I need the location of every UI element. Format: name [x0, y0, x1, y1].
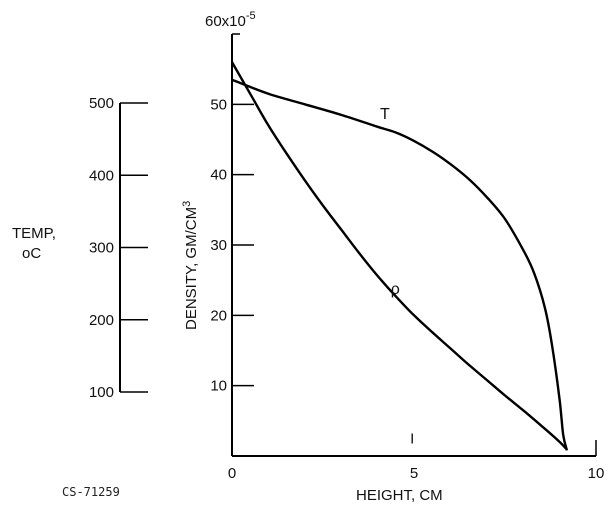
series-line-density: [230, 61, 568, 451]
series-label-density: ρ: [391, 281, 400, 298]
temperature-tick-label: 200: [89, 312, 114, 329]
density-axis-title-superscript: 3: [181, 201, 193, 207]
y-tick-label: 10: [210, 378, 227, 395]
main-axes: 10 20 30 40 50 0 5 10: [210, 33, 605, 482]
density-axis-top-base: 60x10: [205, 13, 246, 30]
temperature-axis-title-line1: TEMP,: [12, 225, 56, 242]
x-tick-label: 5: [410, 465, 418, 482]
density-axis-top-label: 60x10-5: [205, 10, 256, 30]
temperature-tick-label: 400: [89, 167, 114, 184]
density-axis-title: DENSITY, GM/CM3: [181, 201, 200, 330]
y-tick-label: 30: [210, 237, 227, 254]
series-line-temperature: [231, 78, 569, 451]
figure-id: CS-71259: [62, 485, 120, 499]
x-axis-title: HEIGHT, CM: [356, 487, 443, 504]
y-tick-label: 20: [210, 307, 227, 324]
annotation-mark: I: [410, 430, 414, 447]
temperature-tick-label: 300: [89, 240, 114, 257]
y-tick-label: 50: [210, 96, 227, 113]
temperature-tick-label: 500: [89, 95, 114, 112]
curves: Tρ I: [230, 61, 569, 451]
temperature-axis-title-line2: oC: [22, 245, 41, 262]
density-axis-top-exponent: -5: [246, 10, 256, 22]
x-tick-label: 0: [228, 465, 236, 482]
temperature-axis: 100 200 300 400 500: [89, 95, 148, 401]
series-label-temperature: T: [380, 106, 390, 123]
y-tick-label: 40: [210, 167, 227, 184]
x-tick-label: 10: [588, 465, 605, 482]
density-axis-title-main: DENSITY, GM/CM: [183, 207, 200, 330]
temperature-tick-label: 100: [89, 384, 114, 401]
